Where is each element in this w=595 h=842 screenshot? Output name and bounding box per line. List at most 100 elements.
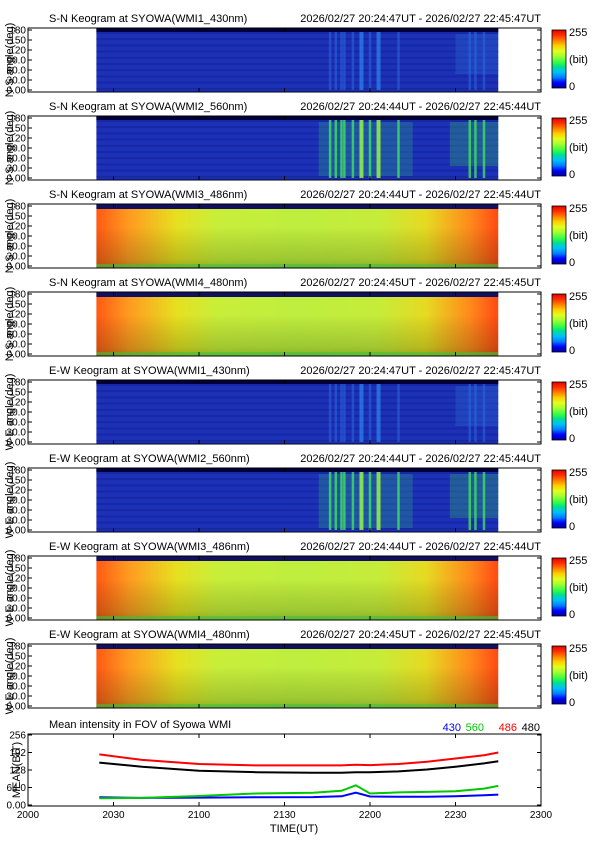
y-tick-label: 60.0	[7, 682, 27, 693]
aurora-band	[340, 384, 343, 442]
y-tick-label: 120	[9, 222, 26, 233]
aurora-band	[334, 384, 338, 442]
horizon-band-top	[96, 380, 499, 384]
keogram-texture-row	[96, 396, 499, 399]
series-line-486	[99, 751, 499, 767]
y-tick-label: 0.00	[7, 526, 27, 537]
colorbar	[551, 29, 567, 89]
y-tick-label: 90.0	[7, 232, 27, 243]
colorbar	[551, 117, 567, 177]
y-tick-label: 180	[9, 114, 26, 125]
aurora-region	[318, 122, 413, 176]
y-tick-label: 30.0	[7, 76, 27, 87]
colorbar-min-label: 0	[569, 257, 575, 269]
colorbar-max-label: 255	[569, 115, 587, 127]
x-tick-label: 2100	[188, 810, 211, 821]
keogram-texture-row	[96, 490, 499, 493]
y-tick-label: 180	[9, 290, 26, 301]
mean-y-tick-label: 0.00	[7, 801, 27, 812]
y-tick-label: 30.0	[7, 692, 27, 703]
y-tick-label: 150	[9, 652, 26, 663]
y-tick-label: 150	[9, 300, 26, 311]
y-tick-label: 90.0	[7, 320, 27, 331]
keogram-texture-row	[96, 56, 499, 59]
panel-time-range: 2026/02/27 20:24:45UT - 2026/02/27 22:45…	[300, 277, 541, 289]
aurora-band	[376, 120, 381, 178]
panel-time-range: 2026/02/27 20:24:47UT - 2026/02/27 22:45…	[300, 365, 541, 377]
colorbar-unit-label: (bit)	[569, 670, 588, 682]
keogram-texture-row	[96, 163, 499, 166]
x-tick-label: 2000	[17, 810, 40, 821]
aurora-band	[376, 384, 381, 442]
horizon-band-top	[96, 28, 499, 32]
colorbar	[551, 205, 567, 265]
keogram-texture-row	[96, 81, 499, 84]
horizon-band-bottom	[96, 352, 499, 356]
mean-y-tick-label: 256	[9, 731, 26, 742]
aurora-band	[368, 120, 372, 178]
legend-560: 560	[466, 722, 484, 734]
colorbar	[551, 557, 567, 617]
twilight-region	[455, 34, 499, 74]
aurora-band	[482, 32, 486, 90]
y-tick-label: 90.0	[7, 408, 27, 419]
y-tick-label: 180	[9, 26, 26, 37]
legend-480: 480	[522, 722, 540, 734]
keogram-texture-row	[96, 138, 499, 141]
aurora-band	[328, 32, 332, 90]
keogram-texture-row	[96, 415, 499, 417]
keogram-texture-row	[96, 503, 499, 505]
aurora-band	[359, 120, 364, 178]
keogram-panel-5: E-W Keogram at SYOWA(WMI1_430nm) 2026/02/…	[4, 365, 588, 450]
aurora-band	[340, 32, 343, 90]
keogram-texture-row	[96, 63, 499, 65]
panel-time-range: 2026/02/27 20:24:44UT - 2026/02/27 22:45…	[300, 453, 541, 465]
keogram-panel-6: E-W Keogram at SYOWA(WMI2_560nm) 2026/02/…	[4, 453, 588, 538]
colorbar	[551, 469, 567, 529]
panel-y-axis-label: W-E angle(deg)	[4, 638, 16, 715]
y-tick-label: 120	[9, 134, 26, 145]
aurora-band	[474, 472, 477, 530]
aurora-band	[397, 120, 400, 178]
colorbar-max-label: 255	[569, 379, 587, 391]
colorbar-min-label: 0	[569, 433, 575, 445]
keogram-texture-row	[96, 439, 499, 442]
panel-time-range: 2026/02/27 20:24:45UT - 2026/02/27 22:45…	[300, 629, 541, 641]
keogram-texture-row	[96, 169, 499, 172]
aurora-band	[328, 472, 332, 530]
colorbar-unit-label: (bit)	[569, 406, 588, 418]
colorbar-min-label: 0	[569, 697, 575, 709]
keogram-texture-row	[96, 421, 499, 424]
y-tick-label: 180	[9, 378, 26, 389]
keogram-texture-row	[96, 384, 499, 386]
keogram-texture-row	[96, 402, 499, 405]
aurora-band	[351, 120, 355, 178]
y-tick-label: 30.0	[7, 516, 27, 527]
y-tick-label: 150	[9, 476, 26, 487]
keogram-texture-row	[96, 175, 499, 178]
y-tick-label: 90.0	[7, 496, 27, 507]
keogram-texture-row	[96, 120, 499, 122]
y-tick-label: 150	[9, 212, 26, 223]
y-tick-label: 60.0	[7, 506, 27, 517]
aurora-band	[468, 472, 471, 530]
aurora-band	[468, 120, 471, 178]
y-tick-label: 0.00	[7, 702, 27, 713]
keogram-texture-row	[96, 126, 499, 129]
keogram-panel-4: S-N Keogram at SYOWA(WMI4_480nm) 2026/02/…	[4, 277, 588, 361]
colorbar	[551, 381, 567, 441]
keogram-texture-row	[96, 38, 499, 41]
y-tick-label: 30.0	[7, 604, 27, 615]
panel-title: S-N Keogram at SYOWA(WMI1_430nm)	[49, 13, 247, 25]
aurora-region	[318, 474, 413, 528]
y-tick-label: 0.00	[7, 438, 27, 449]
colorbar-max-label: 255	[569, 291, 587, 303]
colorbar-unit-label: (bit)	[569, 230, 588, 242]
panel-title: E-W Keogram at SYOWA(WMI4_480nm)	[49, 629, 250, 641]
keogram-texture-row	[96, 509, 499, 512]
y-tick-label: 120	[9, 46, 26, 57]
keogram-panel-7: E-W Keogram at SYOWA(WMI3_486nm) 2026/02/…	[4, 541, 588, 626]
panel-title: S-N Keogram at SYOWA(WMI3_486nm)	[49, 189, 247, 201]
aurora-band	[368, 472, 372, 530]
